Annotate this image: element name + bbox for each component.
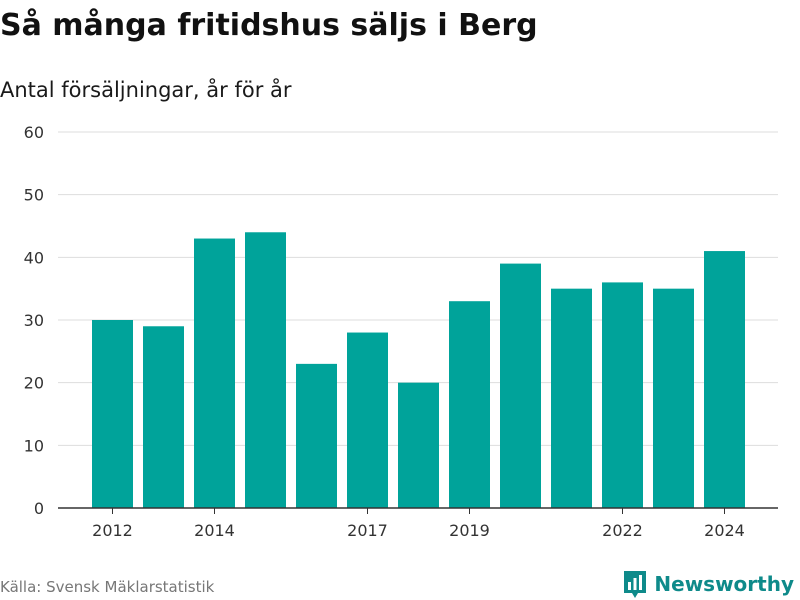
- bar-2015: [245, 232, 286, 508]
- brand-logo: Newsworthy: [622, 568, 794, 600]
- brand-name: Newsworthy: [654, 572, 794, 596]
- bar-2018: [398, 382, 439, 508]
- bar-2019: [449, 301, 490, 508]
- y-tick-label: 20: [24, 374, 44, 393]
- bar-2016: [296, 363, 337, 508]
- x-tick-label: 2024: [704, 521, 745, 540]
- y-tick-label: 10: [24, 436, 44, 455]
- x-tick-label: 2019: [449, 521, 490, 540]
- bar-2014: [194, 238, 235, 509]
- bars: [92, 232, 745, 509]
- x-tick-label: 2022: [602, 521, 643, 540]
- bar-2017: [347, 332, 388, 508]
- y-axis-labels: 0 10 20 30 40 50 60: [24, 123, 44, 518]
- bar-2021: [551, 288, 592, 508]
- x-tick-label: 2012: [92, 521, 133, 540]
- y-tick-label: 30: [24, 311, 44, 330]
- bar-2013: [143, 326, 184, 508]
- chart-title: Så många fritidshus säljs i Berg: [0, 8, 538, 43]
- bar-2024: [704, 251, 745, 509]
- y-tick-label: 0: [34, 499, 44, 518]
- source-note: Källa: Svensk Mäklarstatistik: [0, 578, 215, 596]
- y-tick-label: 50: [24, 186, 44, 205]
- x-axis-ticks: 2012 2014 2017 2019 2022 2024: [92, 508, 745, 540]
- chart-subtitle: Antal försäljningar, år för år: [0, 78, 292, 102]
- bar-2012: [92, 320, 133, 508]
- y-tick-label: 60: [24, 123, 44, 142]
- x-tick-label: 2014: [194, 521, 235, 540]
- x-tick-label: 2017: [347, 521, 388, 540]
- bar-2022: [602, 282, 643, 508]
- bar-chart-logo-icon: [624, 571, 647, 598]
- bar-2020: [500, 263, 541, 508]
- y-tick-label: 40: [24, 248, 44, 267]
- bar-2023: [653, 288, 694, 508]
